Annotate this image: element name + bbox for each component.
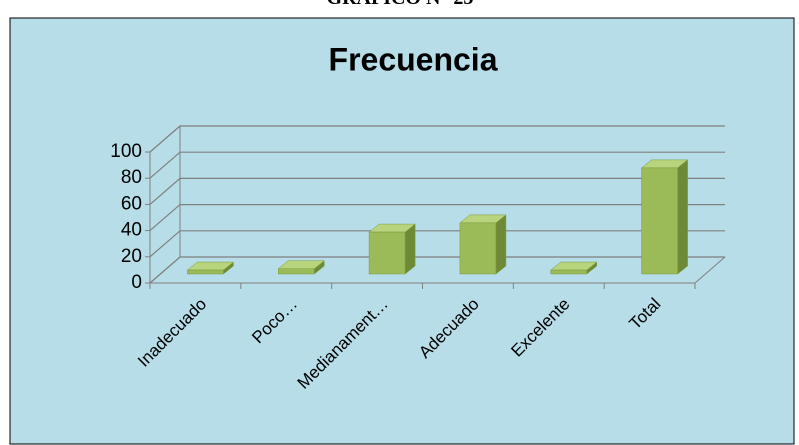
- y-tick-label: 40: [121, 220, 142, 241]
- y-tick-label: 80: [121, 167, 142, 188]
- bar: [550, 261, 598, 275]
- bar-side: [677, 159, 688, 275]
- bar-front: [368, 231, 406, 275]
- grid-line: [149, 204, 725, 232]
- bar-front: [187, 269, 224, 275]
- grid-line: [149, 125, 725, 153]
- y-tick-label: 60: [121, 193, 142, 214]
- chart-title: Frecuencia: [329, 41, 498, 77]
- bar-front: [459, 222, 497, 275]
- y-tick-label: 0: [131, 272, 142, 293]
- grid-line: [149, 151, 725, 179]
- bar: [459, 214, 507, 275]
- bar-front: [641, 167, 678, 275]
- grid-line: [149, 177, 725, 205]
- heading: GRAFICO N° 23: [327, 0, 474, 9]
- bar-front: [278, 268, 315, 275]
- bar: [368, 223, 416, 275]
- floor-right: [694, 256, 726, 284]
- bar: [277, 260, 325, 275]
- grid-line: [149, 230, 725, 258]
- bar-front: [550, 269, 587, 275]
- y-tick-label: 100: [110, 141, 142, 162]
- bar-side: [495, 214, 507, 275]
- bar: [640, 159, 689, 275]
- grid-line: [149, 256, 725, 284]
- bar: [186, 261, 235, 275]
- y-tick-label: 20: [121, 246, 142, 267]
- bar-side: [404, 223, 416, 275]
